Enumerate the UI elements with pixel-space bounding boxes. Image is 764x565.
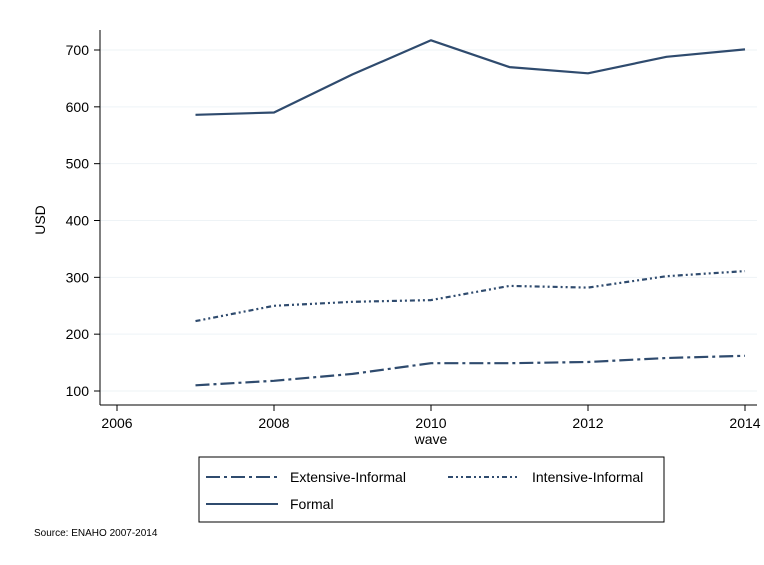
y-tick-label: 300 bbox=[66, 269, 90, 285]
x-axis-title: wave bbox=[414, 431, 448, 447]
y-tick-label: 500 bbox=[66, 156, 90, 172]
y-tick-label: 700 bbox=[66, 42, 90, 58]
legend-label-extensive-informal: Extensive-Informal bbox=[290, 469, 406, 485]
x-tick-label: 2006 bbox=[101, 415, 132, 431]
tick-layer: 100 200 300 400 500 600 700 2006 2008 2010 2012 201… bbox=[66, 42, 761, 431]
x-tick-label: 2014 bbox=[729, 415, 760, 431]
x-tick-label: 2010 bbox=[415, 415, 446, 431]
grid-layer bbox=[100, 49, 757, 392]
legend-label-intensive-informal: Intensive-Informal bbox=[532, 469, 643, 485]
series-line-extensive-informal bbox=[195, 354, 746, 387]
series-layer bbox=[195, 39, 746, 387]
legend-box bbox=[198, 456, 665, 523]
x-tick-label: 2012 bbox=[572, 415, 603, 431]
x-tick-label: 2008 bbox=[258, 415, 289, 431]
legend: Extensive-Informal Intensive-Informal Fo… bbox=[198, 456, 665, 523]
source-note: Source: ENAHO 2007-2014 bbox=[34, 528, 158, 539]
axes-layer bbox=[99, 30, 757, 406]
y-tick-label: 600 bbox=[66, 99, 90, 115]
y-axis-title: USD bbox=[32, 205, 48, 235]
legend-label-formal: Formal bbox=[290, 496, 334, 512]
y-tick-label: 200 bbox=[66, 326, 90, 342]
y-tick-label: 400 bbox=[66, 213, 90, 229]
series-line-formal bbox=[195, 39, 746, 116]
series-line-intensive-informal bbox=[195, 270, 746, 323]
y-tick-label: 100 bbox=[66, 383, 90, 399]
